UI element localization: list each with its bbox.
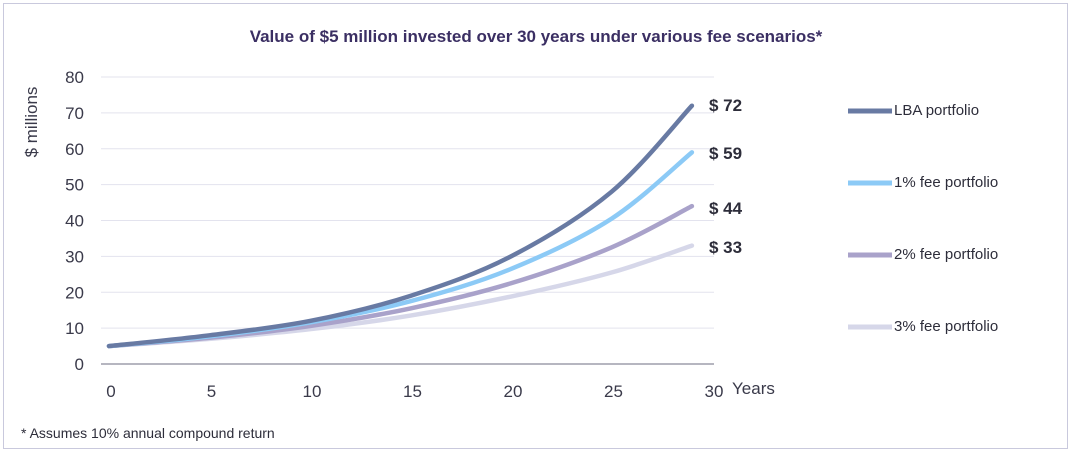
- y-tick-label: 10: [65, 319, 84, 338]
- x-axis-label: Years: [732, 379, 775, 398]
- x-tick-label: 30: [705, 382, 724, 401]
- y-tick-label: 30: [65, 247, 84, 266]
- legend-entry-label: 2% fee portfolio: [894, 246, 998, 263]
- series-end-label: $ 33: [709, 238, 742, 257]
- series-end-labels: $ 72 $ 59 $ 44 $ 33: [709, 96, 743, 257]
- series-end-label: $ 72: [709, 96, 742, 115]
- chart-title: Value of $5 million invested over 30 yea…: [250, 27, 823, 46]
- grid-lines: [101, 76, 714, 329]
- legend-entry-label: 3% fee portfolio: [894, 318, 998, 335]
- y-tick-label: 40: [65, 212, 84, 231]
- series-line: [106, 103, 695, 349]
- legend-entry-label: LBA portfolio: [894, 102, 979, 119]
- y-tick-label: 60: [65, 140, 84, 159]
- line-chart: Value of $5 million invested over 30 yea…: [21, 27, 998, 441]
- x-tick-label: 15: [403, 382, 422, 401]
- footnote: * Assumes 10% annual compound return: [21, 425, 275, 441]
- y-tick-label: 70: [65, 104, 84, 123]
- y-tick-label: 0: [75, 355, 84, 374]
- x-tick-label: 25: [604, 382, 623, 401]
- y-tick-label: 80: [65, 68, 84, 87]
- y-tick-label: 50: [65, 176, 84, 195]
- y-tick-label: 20: [65, 283, 84, 302]
- chart-frame: Value of $5 million invested over 30 yea…: [3, 3, 1068, 449]
- series-end-label: $ 44: [709, 199, 743, 218]
- x-tick-label: 5: [207, 382, 216, 401]
- series-line: [106, 243, 695, 349]
- legend: LBA portfolio 1% fee portfolio 2% fee port…: [848, 102, 998, 335]
- series-end-label: $ 59: [709, 144, 742, 163]
- y-axis-label: $ millions: [22, 87, 41, 158]
- series-lines: [106, 103, 695, 349]
- legend-entry-label: 1% fee portfolio: [894, 174, 998, 191]
- x-tick-label: 20: [504, 382, 523, 401]
- x-tick-label: 0: [106, 382, 115, 401]
- x-axis-ticks: 0 5 10 15 20 25 30: [106, 382, 723, 401]
- x-tick-label: 10: [303, 382, 322, 401]
- y-axis-ticks: 0 10 20 30 40 50 60 70 80: [65, 68, 84, 374]
